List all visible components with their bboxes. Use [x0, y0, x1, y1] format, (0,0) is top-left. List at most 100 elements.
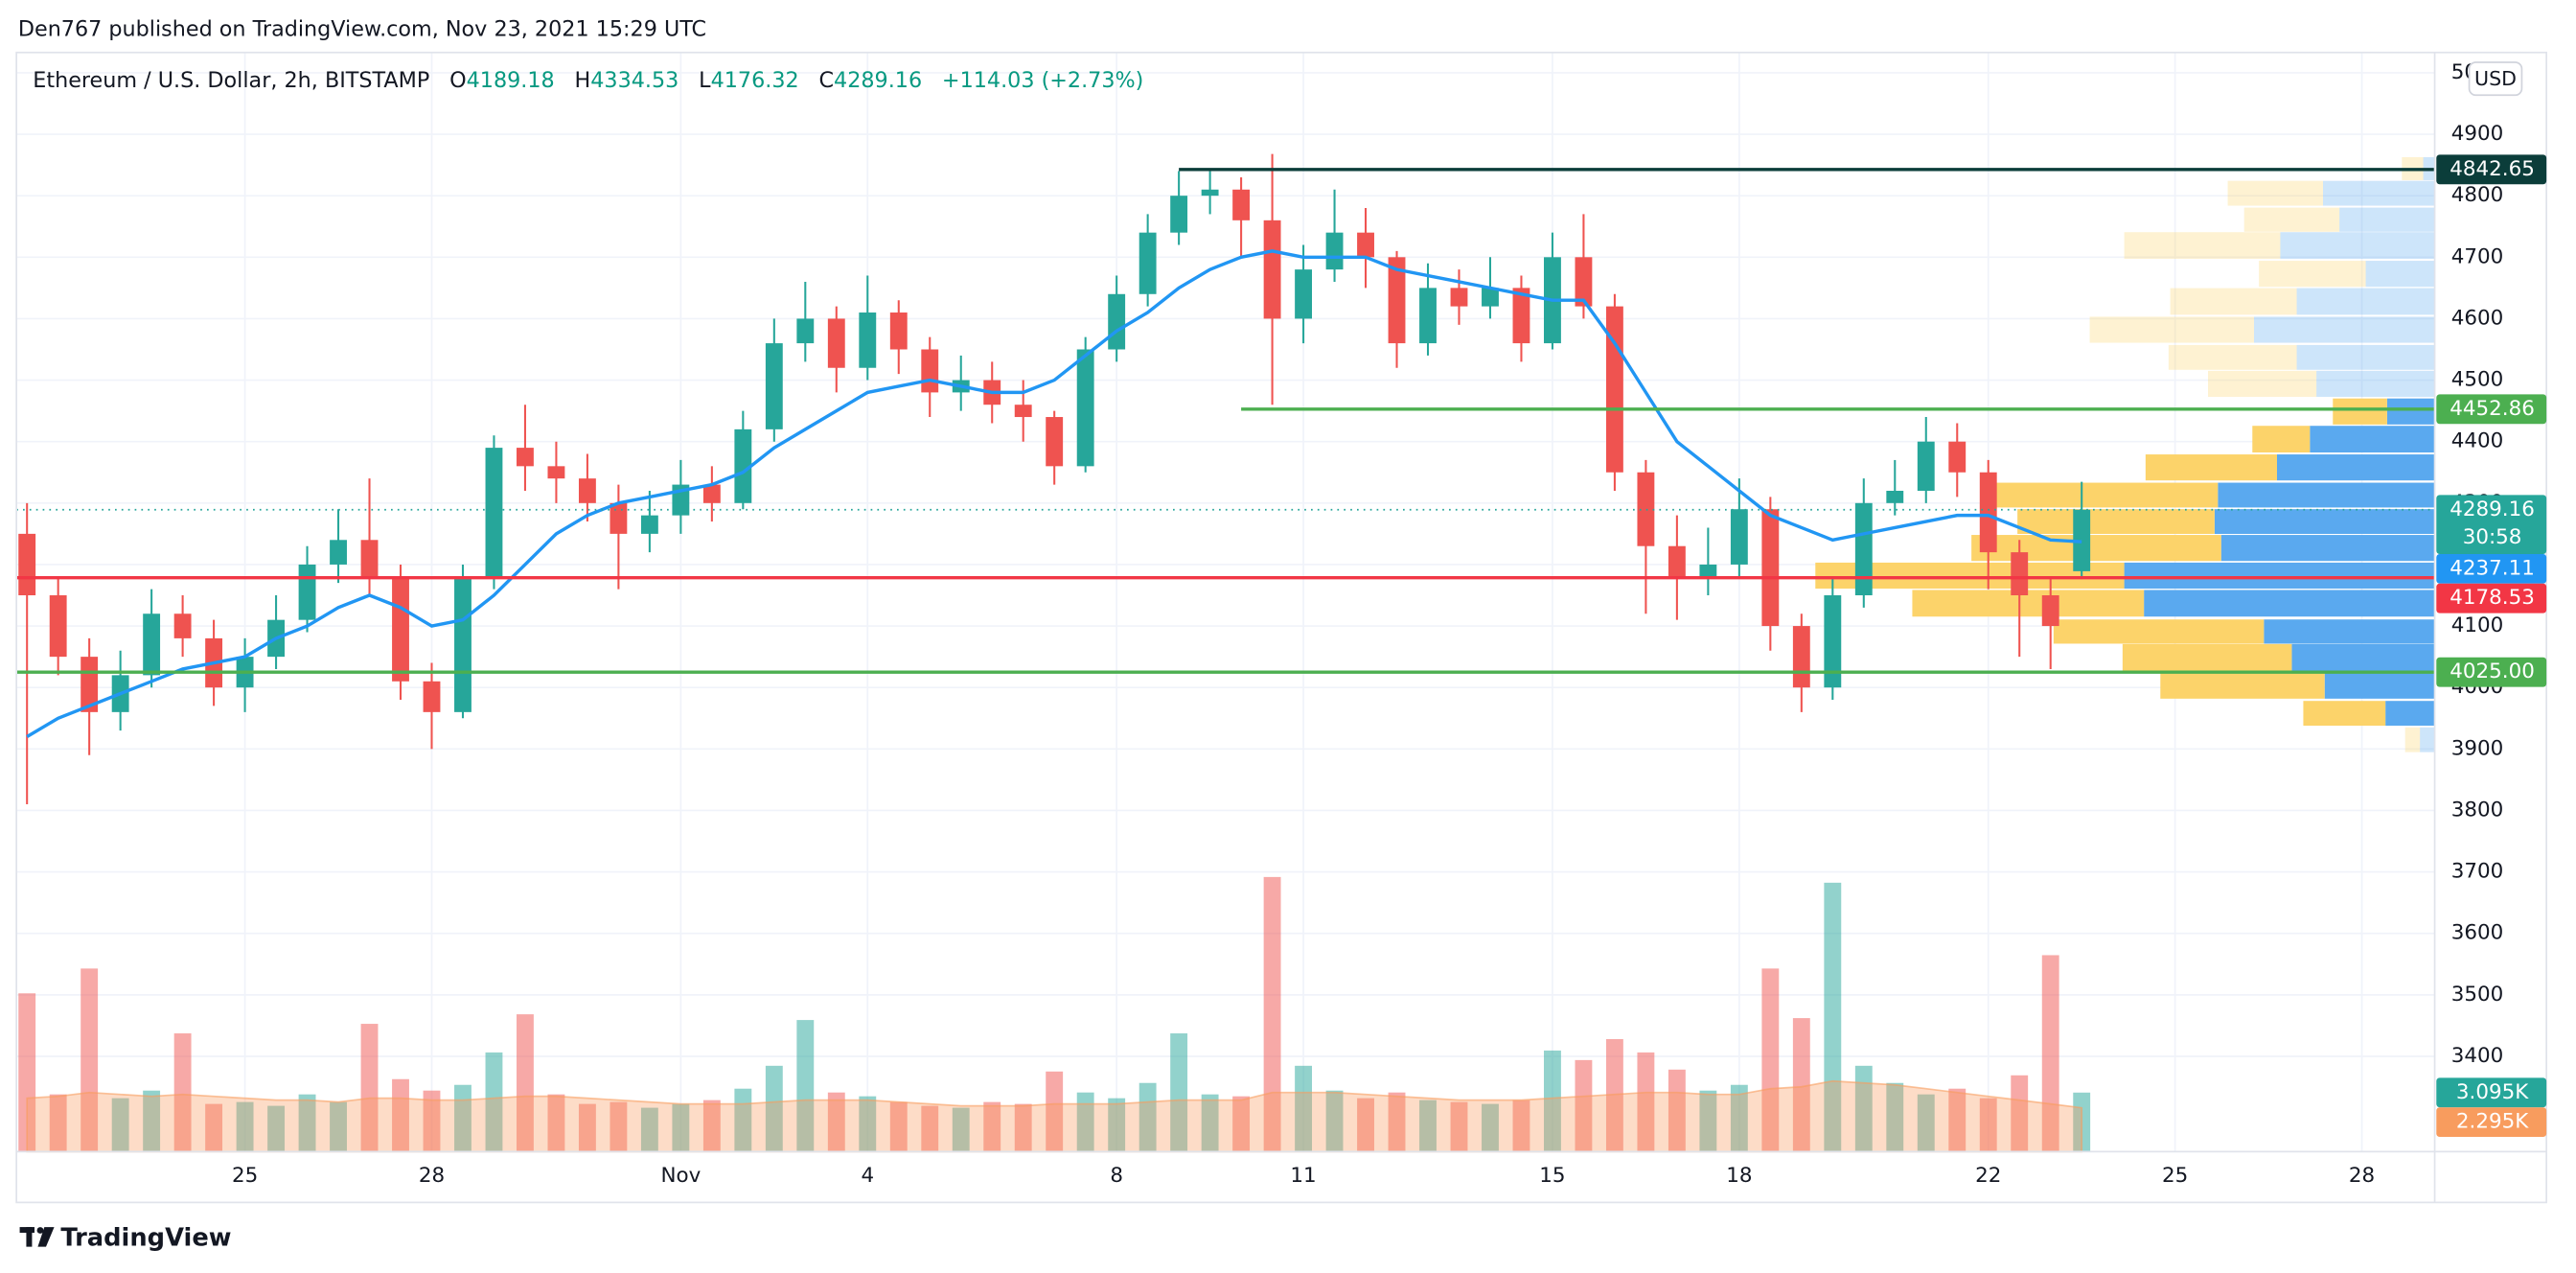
price-label-bg	[2436, 394, 2547, 425]
brand-name: TradingView	[60, 1224, 231, 1253]
volume-bar	[298, 1094, 316, 1152]
candle-body	[1232, 189, 1251, 220]
candle-body	[360, 540, 379, 577]
profile-down	[2122, 643, 2292, 671]
profile-up	[2218, 482, 2435, 508]
volume-bar	[1544, 1050, 1561, 1152]
volume-bar	[1295, 1065, 1313, 1152]
legend-high: 4334.53	[590, 67, 678, 92]
x-tick-label: 11	[1290, 1164, 1316, 1188]
moving-average	[26, 249, 2082, 738]
candle-body	[1824, 595, 1842, 688]
candle-body	[578, 478, 596, 503]
profile-up	[2296, 344, 2435, 370]
volume-bar	[921, 1105, 939, 1152]
candle-body	[1668, 545, 1686, 577]
profile-down	[2089, 316, 2254, 343]
volume-bar	[1512, 1099, 1530, 1152]
volume-bar	[889, 1101, 908, 1152]
frame	[15, 51, 2547, 1204]
volume-bar	[1699, 1090, 1717, 1152]
profile-down	[2404, 727, 2421, 752]
legend-letter: L	[699, 67, 711, 92]
volume-bar	[1979, 1098, 1997, 1152]
x-tick-label: 25	[232, 1164, 258, 1188]
candle-body	[1948, 441, 1966, 473]
profile-up	[2291, 643, 2435, 671]
volume-bar	[236, 1101, 254, 1152]
candle-body	[454, 576, 472, 712]
y-tick-label: 4900	[2451, 122, 2504, 146]
volume-bar	[640, 1107, 658, 1152]
candle-body	[423, 681, 441, 712]
published-note: Den767 published on TradingView.com, Nov…	[18, 16, 706, 41]
price-label: 2.295K	[2456, 1110, 2529, 1134]
volume-bar	[610, 1101, 628, 1152]
volume-bar	[1108, 1098, 1126, 1152]
x-tick-label: 18	[1726, 1164, 1752, 1188]
candle-body	[1979, 472, 1997, 553]
x-tick-label: 4	[861, 1164, 874, 1188]
volume-bar	[1605, 1038, 1623, 1152]
symbol: Ethereum / U.S. Dollar, 2h, BITSTAMP	[33, 67, 429, 92]
candle-body	[734, 428, 752, 503]
candle-body	[2041, 595, 2059, 627]
y-tick-label: 3700	[2451, 860, 2504, 884]
volume-bar	[1138, 1082, 1157, 1152]
candle-body	[859, 312, 877, 368]
x-tick-label: 28	[2349, 1164, 2375, 1188]
profile-down	[2160, 672, 2325, 699]
legend-close: 4289.16	[834, 67, 922, 92]
x-tick-label: 22	[1975, 1164, 2001, 1188]
volume-bar	[392, 1078, 409, 1152]
candle-body	[921, 349, 939, 393]
x-tick-label: 28	[419, 1164, 445, 1188]
volume-bar	[454, 1084, 472, 1152]
volume-bar	[827, 1092, 845, 1152]
profile-down	[2303, 701, 2386, 727]
profile-up	[2264, 619, 2435, 644]
volume-bar	[267, 1105, 286, 1152]
volume-bar	[1730, 1084, 1748, 1152]
volume-bar	[1450, 1101, 1468, 1152]
profile-down	[2227, 180, 2323, 206]
candle-body	[392, 576, 409, 682]
candle-body	[1201, 189, 1219, 197]
x-tick-label: 8	[1110, 1164, 1123, 1188]
candle-body	[1482, 288, 1499, 307]
profile-up	[2324, 672, 2435, 699]
volume-bar	[578, 1103, 596, 1152]
candle-body	[547, 466, 565, 479]
candle-body	[1325, 232, 1344, 270]
profile-down	[2208, 370, 2317, 397]
x-tick-label: 15	[1539, 1164, 1565, 1188]
profile-up	[2316, 370, 2435, 397]
y-tick-label: 4800	[2451, 183, 2504, 207]
volume-bar	[1824, 882, 1842, 1152]
volume-bar	[111, 1098, 129, 1152]
volume-ma-area	[26, 1079, 2083, 1153]
volume-bar	[1575, 1059, 1593, 1152]
y-tick-label: 4100	[2451, 613, 2504, 637]
volume-bar	[1046, 1071, 1064, 1152]
candle-body	[173, 613, 192, 638]
candle-body	[1014, 405, 1032, 418]
volume-bar	[2041, 955, 2059, 1152]
candle-body	[1108, 293, 1126, 350]
volume-bar	[702, 1099, 721, 1152]
volume-bar	[672, 1103, 690, 1152]
candle-body	[1295, 269, 1313, 319]
legend: Ethereum / U.S. Dollar, 2h, BITSTAMP O41…	[33, 67, 1143, 92]
volume-bar	[1076, 1092, 1094, 1152]
candle-body	[827, 318, 845, 368]
legend-open: 4189.18	[467, 67, 555, 92]
profile-up	[2254, 316, 2435, 343]
volume-bar	[547, 1094, 565, 1152]
volume-bar	[1263, 876, 1281, 1152]
volume-bar	[1388, 1092, 1406, 1152]
candle-body	[517, 448, 534, 467]
candle-body	[1450, 288, 1468, 307]
profile-down	[2017, 509, 2215, 534]
candle-body	[485, 448, 503, 577]
candle-body	[298, 564, 316, 620]
